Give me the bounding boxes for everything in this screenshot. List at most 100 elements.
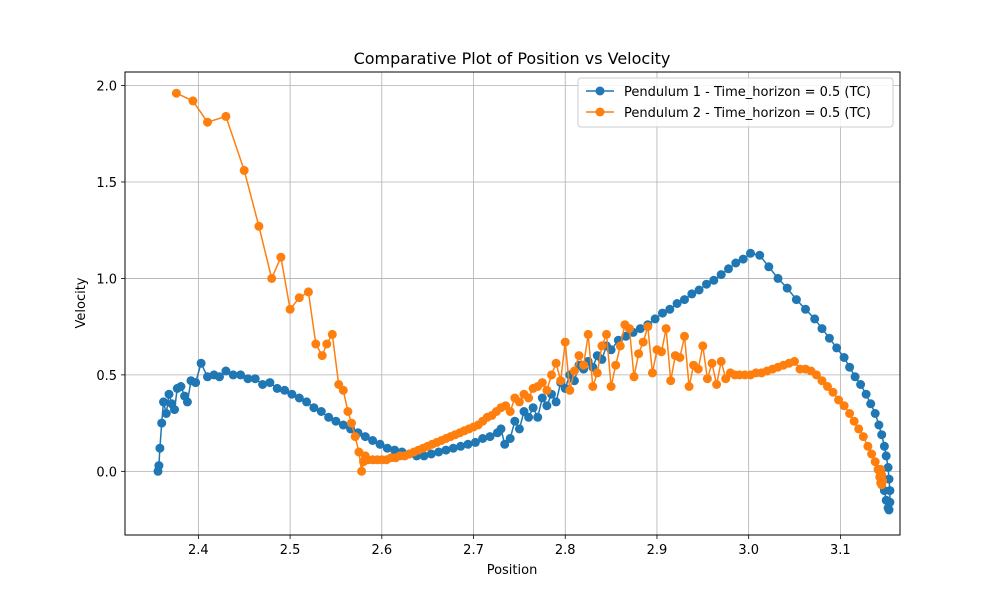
series-2-point xyxy=(863,441,873,451)
series-2-point xyxy=(597,341,607,351)
series-1-point xyxy=(426,449,436,459)
legend-label-1: Pendulum 1 - Time_horizon = 0.5 (TC) xyxy=(624,85,871,100)
series-1-point xyxy=(272,383,282,393)
series-1-point xyxy=(496,424,506,434)
series-2-point xyxy=(875,466,885,476)
series-1-point xyxy=(773,273,783,283)
x-axis-title: Position xyxy=(487,563,538,578)
series-2-point xyxy=(834,395,844,405)
series-1-point xyxy=(176,382,186,391)
series-1-point xyxy=(687,289,697,299)
series-1-point xyxy=(850,372,860,382)
series-2-point xyxy=(542,385,552,395)
series-1-point xyxy=(606,345,616,355)
series-2-point xyxy=(569,366,579,376)
series-2-point xyxy=(317,351,327,361)
series-2-point xyxy=(239,165,249,175)
series-1-point xyxy=(665,304,675,314)
series-1-point xyxy=(791,295,801,305)
series-1-point xyxy=(881,451,891,461)
series-2-point xyxy=(716,356,726,366)
x-tick-label: 2.6 xyxy=(371,543,392,558)
series-1-point xyxy=(514,424,524,434)
series-layer xyxy=(153,88,895,515)
series-1-point xyxy=(159,397,168,407)
series-2-point xyxy=(294,293,304,303)
series-1-point xyxy=(228,370,238,380)
series-2-point xyxy=(254,221,264,231)
series-1-point xyxy=(309,403,319,413)
series-1-point xyxy=(500,439,510,449)
series-2-point xyxy=(680,331,689,341)
series-1-point xyxy=(716,270,726,280)
series-2-point xyxy=(839,401,849,411)
series-1-point xyxy=(221,366,231,376)
series-1-point xyxy=(801,304,810,314)
series-1-point xyxy=(419,451,429,461)
series-2-point xyxy=(812,370,821,380)
series-1-point xyxy=(874,420,884,430)
series-1-point xyxy=(302,397,312,407)
series-1-point xyxy=(879,441,889,451)
series-2-point xyxy=(606,382,616,391)
series-2-point xyxy=(712,380,722,389)
series-2-point xyxy=(311,339,321,349)
series-1-point xyxy=(845,362,855,372)
series-2-point xyxy=(221,111,231,121)
series-2-point xyxy=(684,382,694,391)
series-2-point xyxy=(588,382,598,391)
series-2-point xyxy=(790,356,799,366)
x-tick-label: 2.4 xyxy=(188,543,209,558)
series-1-point xyxy=(243,374,253,384)
series-1-point xyxy=(157,418,167,428)
series-2-point xyxy=(867,449,877,459)
series-1-point xyxy=(338,420,348,430)
series-2-point xyxy=(267,273,277,283)
series-2-point xyxy=(870,457,880,467)
series-1-point xyxy=(824,333,834,343)
series-1-point xyxy=(434,447,444,457)
series-1-point xyxy=(390,445,400,455)
series-1-point xyxy=(287,389,297,399)
series-2-point xyxy=(657,347,666,357)
x-tick-label: 3.0 xyxy=(738,543,759,558)
series-1-point xyxy=(250,374,260,384)
series-2-point xyxy=(702,374,712,384)
series-1-point xyxy=(154,461,164,471)
series-1-point xyxy=(294,393,304,403)
series-1-point xyxy=(856,380,866,389)
series-1-point xyxy=(360,432,370,442)
series-2-line xyxy=(176,92,884,486)
legend-swatch-marker-2 xyxy=(595,107,605,117)
series-2-point xyxy=(823,382,832,391)
series-2-point xyxy=(849,416,859,426)
series-2-point xyxy=(845,409,855,418)
series-2-point xyxy=(285,304,295,314)
series-2-point xyxy=(537,378,547,388)
series-1-point xyxy=(533,412,543,422)
x-tick-label: 2.7 xyxy=(463,543,484,558)
series-1-point xyxy=(782,283,792,293)
x-tick-label: 2.5 xyxy=(280,543,301,558)
series-1-point xyxy=(650,314,660,324)
series-1 xyxy=(153,248,895,515)
series-2-point xyxy=(171,88,181,98)
series-1-point xyxy=(441,445,451,455)
series-1-point xyxy=(810,314,820,324)
series-1-point xyxy=(537,393,547,403)
series-1-point xyxy=(817,324,827,334)
series-1-point xyxy=(448,443,458,453)
legend: Pendulum 1 - Time_horizon = 0.5 (TC) Pen… xyxy=(577,77,894,128)
series-1-point xyxy=(528,403,538,413)
series-2-point xyxy=(707,358,717,368)
series-2-point xyxy=(574,351,584,361)
series-1-point xyxy=(877,430,887,440)
series-1-point xyxy=(709,275,719,285)
series-2-point xyxy=(666,376,676,386)
series-2-point xyxy=(556,376,566,386)
x-tick-label: 2.9 xyxy=(647,543,668,558)
series-2-point xyxy=(276,252,286,262)
series-2-point xyxy=(347,418,356,428)
series-2-point xyxy=(647,368,657,378)
